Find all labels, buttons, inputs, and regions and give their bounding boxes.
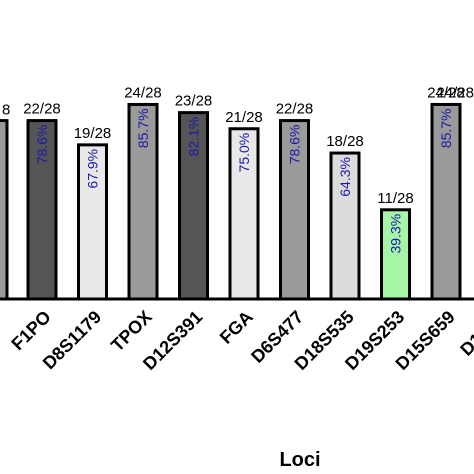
fraction-label: 18/28	[326, 133, 364, 150]
bar-fga	[228, 127, 260, 301]
bar-partial-left	[0, 119, 9, 301]
fraction-label: 19/28	[74, 125, 112, 142]
percent-label: 39.3%	[388, 214, 404, 254]
bar-f1po	[26, 119, 58, 301]
bar-d19s253	[380, 208, 411, 301]
fraction-label: 22/28	[276, 101, 314, 118]
bar-d6s477	[279, 119, 310, 301]
percent-label: 64.3%	[337, 157, 353, 197]
x-tick-label: TPOX	[107, 307, 156, 356]
bars-group	[0, 102, 462, 301]
x-axis-title: Loci	[279, 449, 320, 471]
fraction-label: 11/28	[377, 190, 413, 207]
fraction-label: 21/28	[225, 109, 263, 126]
bar-d12s391	[178, 111, 209, 301]
percent-label: 67.9%	[85, 149, 101, 189]
bar-d18s535	[329, 151, 361, 301]
fraction-label-partial-right: 24/28	[436, 84, 474, 101]
bar-d15s659	[430, 102, 462, 301]
x-tick-label: F1PO	[7, 307, 54, 354]
bar-d8s1179	[77, 143, 108, 301]
fraction-label: 23/28	[175, 93, 213, 110]
fraction-label-partial-left: 8	[2, 102, 10, 119]
x-tick-label: D1S16	[456, 307, 474, 360]
fraction-label: 24/28	[124, 84, 162, 101]
fraction-label: 24/28	[427, 84, 465, 101]
fraction-labels-group: 8 22/28 19/28 24/28 23/28 21/28 22/28 18/28 11/2…	[2, 84, 474, 206]
percent-label: 85.7%	[438, 108, 454, 148]
percent-label: 78.6%	[34, 125, 50, 165]
percent-label: 85.7%	[135, 108, 151, 148]
percent-labels-group: 78.6% 67.9% 85.7% 82.1% 75.0% 78.6% 64.3% 39.3%…	[34, 108, 454, 253]
percent-label: 78.6%	[287, 125, 303, 165]
fraction-label: 22/28	[23, 101, 61, 118]
percent-label: 82.1%	[186, 117, 202, 157]
x-tick-label: FGA	[216, 307, 257, 348]
percent-label: 75.0%	[236, 133, 252, 173]
